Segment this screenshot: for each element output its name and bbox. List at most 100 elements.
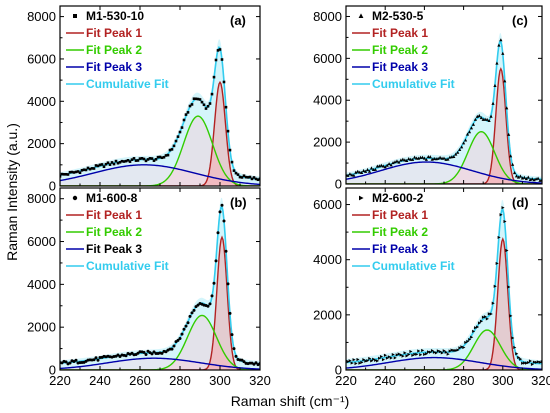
data-point — [208, 102, 212, 105]
data-point — [192, 97, 196, 101]
panel-label: (d) — [512, 195, 529, 210]
data-point — [170, 148, 174, 151]
data-point — [536, 176, 540, 180]
legend-entry-label: Fit Peak 1 — [372, 208, 428, 222]
data-point — [164, 154, 168, 157]
data-point — [212, 281, 216, 285]
data-point — [487, 312, 491, 316]
data-point — [424, 157, 428, 161]
data-point — [180, 332, 184, 336]
x-tick-label: 220 — [335, 373, 357, 388]
data-point — [218, 48, 222, 51]
data-point — [405, 354, 409, 358]
data-point — [448, 349, 452, 353]
data-point — [528, 359, 533, 363]
data-point — [360, 170, 364, 175]
data-point — [397, 352, 401, 356]
legend: M1-530-10 Fit Peak 1 Fit Peak 2 Fit Peak 3 C… — [66, 9, 169, 91]
data-point — [68, 170, 72, 174]
data-point — [373, 167, 377, 171]
data-point — [178, 130, 182, 134]
fit-peak-3-fill — [346, 162, 542, 184]
data-point — [427, 350, 431, 354]
data-point — [356, 357, 360, 362]
y-tick-label: 4000 — [27, 277, 56, 292]
data-point — [485, 117, 489, 121]
data-point — [218, 210, 222, 214]
data-point — [196, 97, 200, 101]
cumulative-fit-fill — [60, 39, 260, 186]
y-tick-label: 6000 — [27, 234, 56, 249]
data-point — [378, 356, 382, 360]
data-point — [356, 169, 360, 173]
data-point — [200, 100, 204, 104]
y-tick-label: 6000 — [27, 51, 56, 66]
data-point — [188, 314, 192, 318]
data-point — [491, 101, 495, 105]
data-point — [399, 353, 403, 357]
legend-sample-marker — [72, 195, 78, 201]
data-point — [467, 130, 472, 134]
data-point — [240, 176, 244, 179]
data-point — [254, 177, 258, 181]
data-point — [493, 284, 497, 288]
data-point — [354, 170, 358, 174]
data-point — [180, 126, 184, 129]
data-point — [376, 359, 380, 363]
data-point — [416, 156, 421, 160]
data-point — [214, 259, 218, 263]
legend-entry-label: Fit Peak 2 — [86, 225, 142, 239]
data-point — [248, 175, 252, 179]
legend-entry-label: Cumulative Fit — [86, 259, 169, 273]
y-tick-label: 2000 — [27, 136, 56, 151]
data-point — [391, 352, 395, 357]
panel-a: 0 2000 4000 6000 8000 (a) M1-530-10 Fit Peak 1 F… — [27, 5, 261, 194]
data-point — [196, 303, 200, 307]
fit-peak-1-fill — [346, 239, 542, 370]
y-tick-label: 2000 — [313, 307, 342, 322]
y-tick-label: 0 — [335, 363, 342, 378]
data-point — [60, 172, 64, 176]
data-point — [530, 177, 534, 181]
data-point — [350, 173, 354, 177]
data-point — [456, 348, 460, 352]
data-point — [352, 358, 356, 362]
data-point — [516, 175, 521, 179]
data-point — [366, 359, 370, 363]
fit-peak-3-line — [60, 357, 260, 370]
y-tick-label: 8000 — [27, 191, 56, 206]
data-point — [379, 163, 383, 167]
data-point — [362, 168, 366, 172]
fit-peak-1-line — [60, 80, 260, 186]
data-point — [497, 235, 501, 240]
data-point — [526, 175, 530, 179]
data-point — [497, 43, 501, 47]
data-point — [518, 174, 523, 178]
data-point — [184, 113, 188, 116]
data-point — [186, 111, 190, 114]
data-point — [452, 154, 456, 158]
data-point — [405, 158, 409, 163]
data-point — [224, 105, 228, 109]
data-points — [60, 48, 260, 182]
legend-entry-label: Fit Peak 1 — [86, 26, 142, 40]
data-point — [472, 329, 476, 333]
data-point — [507, 132, 511, 136]
data-point — [383, 165, 387, 169]
y-tick-label: 4000 — [313, 252, 342, 267]
data-point — [434, 351, 438, 355]
data-point — [422, 156, 426, 160]
x-tick-label: 260 — [414, 373, 436, 388]
legend-sample-marker — [358, 13, 364, 18]
data-point — [450, 348, 454, 352]
data-point — [411, 353, 415, 357]
data-point — [190, 311, 194, 315]
data-point — [88, 167, 92, 171]
x-tick-label: 220 — [49, 373, 71, 388]
y-axis-title: Raman Intensity (a.u.) — [4, 123, 20, 261]
data-point — [232, 169, 236, 172]
data-point — [499, 38, 503, 42]
data-point — [92, 358, 96, 362]
legend-sample-label: M1-530-10 — [86, 9, 144, 23]
data-point — [464, 340, 468, 345]
